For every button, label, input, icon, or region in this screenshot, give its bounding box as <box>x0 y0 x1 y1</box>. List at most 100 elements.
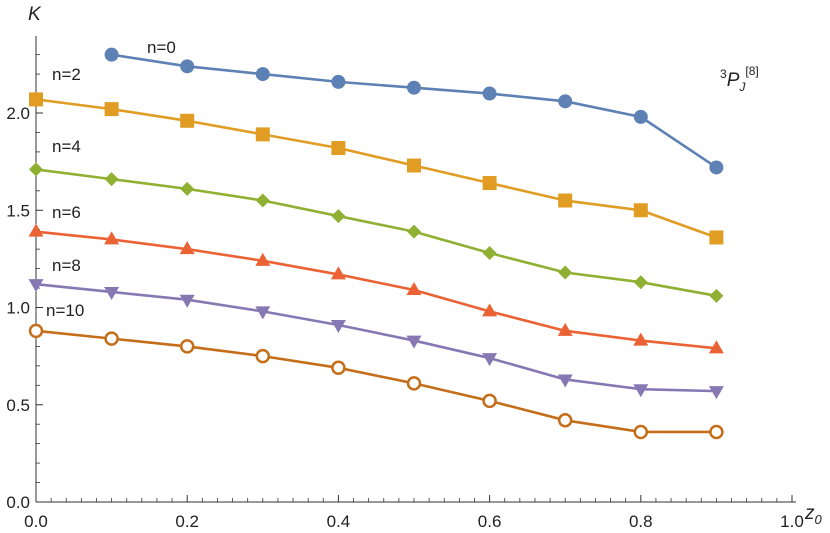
data-point <box>331 209 346 224</box>
data-point <box>180 181 195 196</box>
y-tick-label: 2.0 <box>6 104 30 123</box>
data-point <box>708 386 724 400</box>
series-line <box>35 329 717 434</box>
data-point <box>406 376 422 391</box>
data-point <box>633 332 649 346</box>
x-tick-label: 0.8 <box>629 512 653 531</box>
series-line <box>35 230 717 350</box>
data-point <box>709 230 724 245</box>
series-n-0 <box>104 47 724 175</box>
series-label: n=4 <box>52 137 81 156</box>
series-line <box>35 168 717 298</box>
annotation-main: P <box>727 70 740 91</box>
data-point <box>633 275 648 290</box>
data-point <box>482 303 498 317</box>
labels-layer: n=0 n=2 n=4 n=6 n=8 n=10 <box>46 38 176 320</box>
data-point <box>330 320 346 334</box>
data-point <box>633 424 649 440</box>
data-point <box>482 86 497 101</box>
data-point <box>28 223 44 237</box>
y-axis-label: K <box>28 4 42 25</box>
data-point <box>482 393 497 409</box>
data-point <box>104 286 120 300</box>
state-annotation: 3PJ [8] <box>720 64 759 94</box>
data-point <box>179 294 195 308</box>
data-point <box>104 231 120 245</box>
data-point <box>330 266 346 280</box>
data-point <box>557 374 573 388</box>
data-point <box>709 288 724 303</box>
series-label: n=2 <box>52 65 81 84</box>
data-point <box>407 158 421 173</box>
series-n-4 <box>29 162 724 303</box>
data-point <box>558 193 573 208</box>
data-point <box>482 246 497 261</box>
data-point <box>633 384 649 398</box>
y-tick-label: 0.5 <box>6 396 30 415</box>
series-layer <box>28 47 724 440</box>
data-point <box>29 92 43 107</box>
data-point <box>179 339 195 354</box>
y-tick-label: 1.0 <box>6 299 30 318</box>
data-point <box>255 306 271 320</box>
y-tick-label: 0.0 <box>6 493 30 512</box>
data-point <box>255 348 271 364</box>
annotation-sup: 3 <box>720 67 727 81</box>
series-line <box>35 282 717 393</box>
data-point <box>28 279 44 293</box>
data-point <box>482 353 498 367</box>
series-label: n=8 <box>52 256 81 275</box>
data-point <box>709 424 724 440</box>
x-tick-label: 0.6 <box>478 512 502 531</box>
data-point <box>104 331 119 346</box>
series-n-8 <box>28 279 724 400</box>
data-point <box>557 413 573 428</box>
x-tick-label: 0.4 <box>327 512 351 531</box>
annotation-sup2: [8] <box>745 64 758 78</box>
data-point <box>633 109 648 124</box>
x-axis-label: z0 <box>804 503 823 527</box>
data-point <box>407 80 421 95</box>
data-point <box>633 203 648 218</box>
annotation-sub: J <box>738 80 746 94</box>
data-point <box>482 176 497 191</box>
y-tick-label: 1.5 <box>6 201 30 220</box>
axes: 0.0 0.2 0.4 0.6 0.8 1.0 0.0 0.5 1.0 1.5 2.0 <box>6 36 804 531</box>
x-axis-label-main: z <box>804 503 815 524</box>
data-point <box>180 59 195 74</box>
series-label: n=10 <box>46 301 84 320</box>
series-label: n=6 <box>52 203 81 222</box>
x-axis-label-sub: 0 <box>815 512 823 527</box>
data-point <box>557 322 573 336</box>
data-point <box>104 47 119 62</box>
data-point <box>104 102 119 117</box>
data-point <box>28 323 44 339</box>
data-point <box>709 160 724 175</box>
data-point <box>255 67 270 82</box>
series-n-2 <box>29 92 724 245</box>
x-tick-label: 0.0 <box>24 512 48 531</box>
data-point <box>407 224 421 239</box>
data-point <box>179 241 195 255</box>
data-point <box>331 74 346 89</box>
x-tick-label: 1.0 <box>780 512 804 531</box>
series-line <box>35 98 717 239</box>
data-point <box>331 360 346 376</box>
data-point <box>406 335 422 349</box>
data-point <box>180 113 195 128</box>
data-point <box>558 94 573 109</box>
x-tick-label: 0.2 <box>175 512 199 531</box>
data-point <box>406 281 422 295</box>
data-point <box>104 172 119 187</box>
data-point <box>29 162 43 177</box>
series-line <box>111 53 718 169</box>
series-n-10 <box>28 323 724 440</box>
series-n-6 <box>28 223 724 354</box>
data-point <box>255 252 271 266</box>
series-label: n=0 <box>147 38 176 57</box>
data-point <box>558 265 573 280</box>
data-point <box>331 141 346 156</box>
data-point <box>708 340 724 354</box>
data-point <box>255 127 270 142</box>
